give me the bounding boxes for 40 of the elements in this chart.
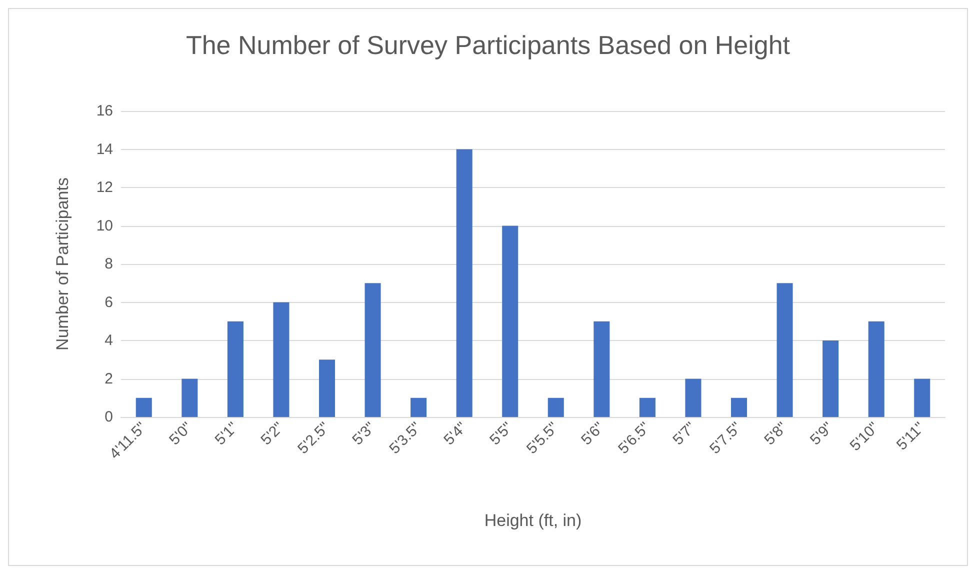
x-tick-label: 5'7" bbox=[670, 418, 700, 449]
x-tick-label: 5'2" bbox=[258, 418, 288, 449]
y-tick-label: 8 bbox=[104, 256, 113, 272]
x-tick-label: 5'1" bbox=[212, 418, 242, 449]
bar bbox=[914, 378, 930, 417]
bar bbox=[776, 283, 793, 417]
y-tick-label: 0 bbox=[104, 408, 113, 426]
bar bbox=[685, 378, 702, 417]
bar bbox=[273, 302, 290, 417]
x-tick-label: 5'4" bbox=[440, 418, 470, 449]
bar bbox=[456, 149, 472, 417]
x-tick-label: 5'8" bbox=[761, 418, 791, 449]
x-tick-label: 5'9" bbox=[806, 418, 837, 449]
y-tick-label: 14 bbox=[96, 140, 113, 158]
bar bbox=[822, 340, 839, 417]
bar bbox=[594, 321, 610, 417]
bar bbox=[136, 398, 152, 417]
bar bbox=[364, 283, 381, 417]
bar bbox=[502, 226, 518, 417]
x-tick-label: 5'6" bbox=[578, 418, 608, 449]
x-tick-label: 5'5" bbox=[486, 418, 516, 449]
y-tick-label: 16 bbox=[96, 102, 113, 120]
x-tick-label: 5'0" bbox=[166, 418, 196, 449]
bar bbox=[730, 398, 748, 417]
bar bbox=[182, 378, 198, 417]
bar bbox=[639, 398, 656, 417]
y-tick-label: 12 bbox=[96, 179, 113, 196]
bar bbox=[410, 398, 427, 417]
bar bbox=[548, 398, 564, 417]
chart-title: The Number of Survey Participants Based on Height bbox=[186, 30, 791, 60]
x-axis-title: Height (ft, in) bbox=[484, 511, 582, 530]
y-tick-label: 4 bbox=[104, 332, 113, 349]
bar bbox=[868, 321, 884, 417]
bar bbox=[227, 321, 244, 417]
y-tick-label: 2 bbox=[104, 370, 113, 388]
y-axis-title: Number of Participants bbox=[53, 178, 72, 350]
bar bbox=[318, 360, 336, 417]
y-tick-label: 10 bbox=[96, 217, 113, 234]
y-tick-label: 6 bbox=[104, 294, 113, 311]
x-tick-label: 5'3" bbox=[349, 418, 379, 449]
